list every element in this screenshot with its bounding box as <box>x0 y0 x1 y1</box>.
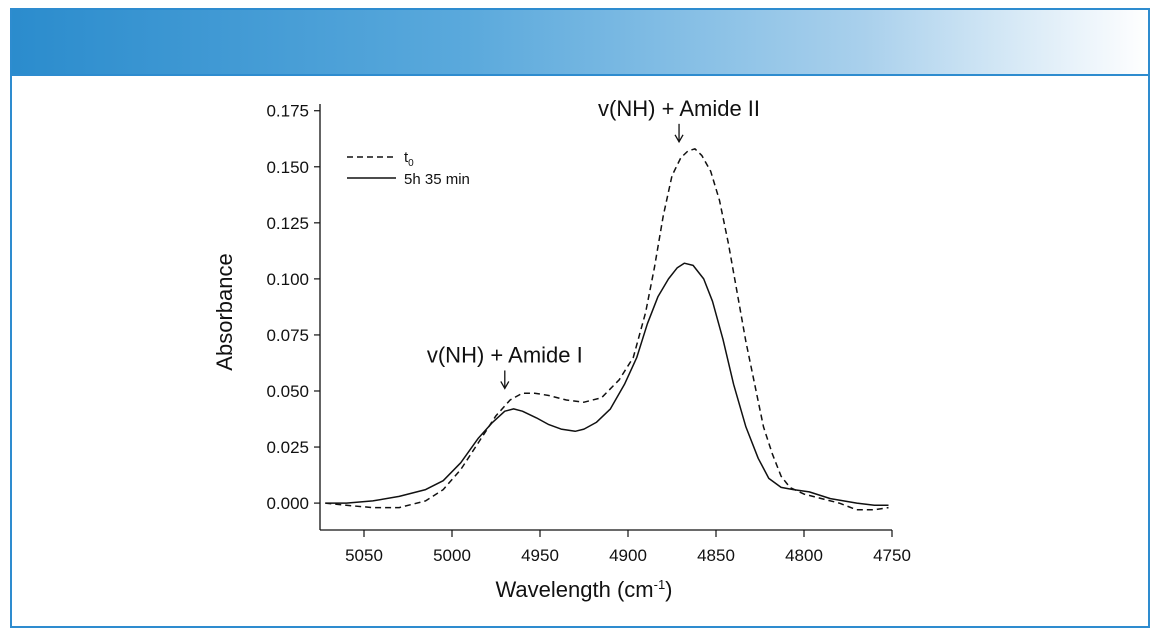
y-tick-label: 0.050 <box>266 382 309 401</box>
annotations: v(NH) + Amide I v(NH) + Amide II <box>427 96 760 390</box>
x-tick-label: 5000 <box>433 546 471 565</box>
banner-divider <box>12 74 1148 76</box>
y-axis-label: Absorbance <box>212 253 237 370</box>
x-tick-label: 4950 <box>521 546 559 565</box>
y-ticks: 0.000 0.025 0.050 0.075 0.100 0.125 0.150 0.175 <box>266 102 320 513</box>
series-line-1 <box>325 148 889 511</box>
y-tick-label: 0.125 <box>266 214 309 233</box>
legend-label-5h35: 5h 35 min <box>404 171 470 188</box>
legend-label-t0: t0 <box>404 149 414 169</box>
header-banner <box>12 10 1148 74</box>
y-tick-label: 0.075 <box>266 326 309 345</box>
annotation-arrowhead <box>674 134 684 144</box>
x-tick-label: 5050 <box>345 546 383 565</box>
annotation-label: v(NH) + Amide I <box>427 342 583 367</box>
legend: t0 5h 35 min <box>347 149 470 188</box>
y-tick-label: 0.000 <box>266 494 309 513</box>
series-line-2 <box>325 262 889 507</box>
x-tick-label: 4850 <box>697 546 735 565</box>
figure-frame <box>10 8 1150 628</box>
y-tick-label: 0.175 <box>266 102 309 121</box>
axes <box>319 104 892 531</box>
y-tick-label: 0.025 <box>266 438 309 457</box>
series-layer <box>325 148 889 511</box>
x-ticks: 5050 5000 4950 4900 4850 4800 4750 <box>345 530 911 565</box>
x-tick-label: 4800 <box>785 546 823 565</box>
y-tick-label: 0.100 <box>266 270 309 289</box>
x-tick-label: 4900 <box>609 546 647 565</box>
y-tick-label: 0.150 <box>266 158 309 177</box>
annotation-label: v(NH) + Amide II <box>598 96 760 121</box>
x-axis-label: Wavelength (cm-1) <box>495 577 672 602</box>
annotation-arrowhead <box>500 381 510 390</box>
x-tick-label: 4750 <box>873 546 911 565</box>
